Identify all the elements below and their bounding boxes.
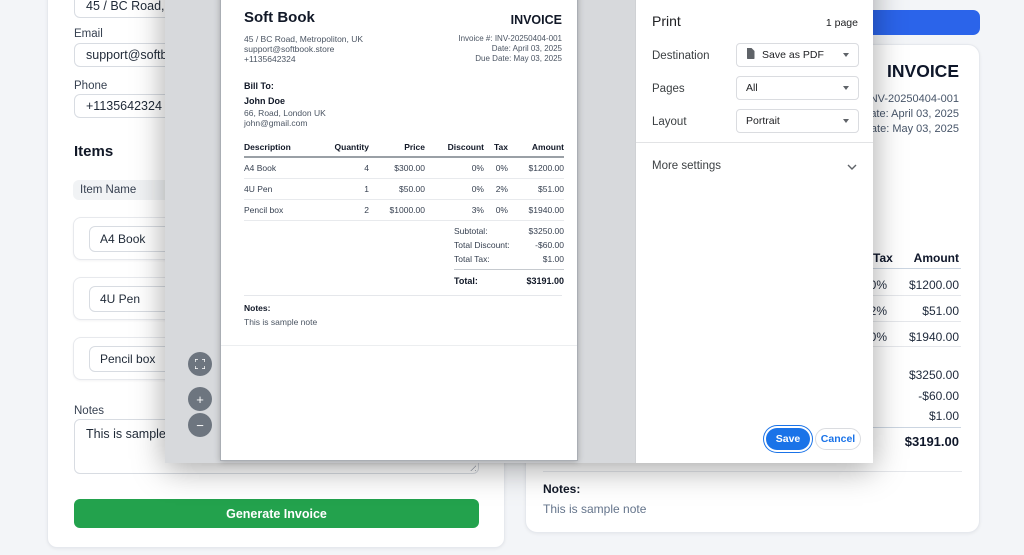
amount-column-header: Amount	[913, 251, 959, 265]
pages-value: All	[746, 82, 758, 94]
row-amount-value: $1200.00	[908, 278, 959, 292]
notes-label: Notes:	[543, 482, 581, 496]
print-settings-pane: Print 1 page Destination Save as PDF Pag…	[635, 0, 873, 463]
discount-row: Total Discount: -$60.00	[454, 240, 564, 250]
items-heading: Items	[74, 143, 114, 160]
table-row: A4 Book 4 $300.00 0% 0% $1200.00	[244, 157, 564, 179]
invoice-number: INV-20250404-001	[866, 93, 959, 105]
destination-value: Save as PDF	[762, 49, 824, 61]
resize-handle-icon[interactable]	[467, 462, 476, 471]
col-description: Description	[244, 139, 334, 158]
table-header-row: Description Quantity Price Discount Tax …	[244, 139, 564, 158]
pages-dropdown[interactable]: All	[736, 76, 859, 100]
col-quantity: Quantity	[334, 139, 369, 158]
cancel-button[interactable]: Cancel	[815, 428, 861, 450]
col-amount: Amount	[508, 139, 564, 158]
company-address: 45 / BC Road, Metropoliton, UK	[244, 34, 364, 44]
save-button[interactable]: Save	[766, 428, 810, 450]
zoom-out-button[interactable]: −	[188, 413, 212, 437]
table-row: 4U Pen 1 $50.00 0% 2% $51.00	[244, 178, 564, 200]
bill-to-label: Bill To:	[244, 81, 274, 91]
invoice-due-date: Date: May 03, 2025	[862, 123, 959, 135]
row-tax-value: 0%	[869, 278, 887, 292]
dropdown-caret-icon	[843, 119, 849, 123]
invoice-title: INVOICE	[887, 61, 959, 81]
destination-dropdown[interactable]: Save as PDF	[736, 43, 859, 67]
total-row: Total: $3191.00	[454, 269, 564, 286]
bill-to-name: John Doe	[244, 96, 286, 106]
layout-label: Layout	[652, 116, 687, 128]
tax-column-header: Tax	[873, 251, 893, 265]
email-label: Email	[74, 28, 103, 40]
invoice-title: INVOICE	[510, 13, 562, 27]
col-price: Price	[369, 139, 425, 158]
expand-icon	[194, 357, 206, 372]
row-tax-value: 0%	[869, 330, 887, 344]
item-name-header-label: Item Name	[80, 184, 137, 196]
notes-label: Notes	[74, 405, 105, 417]
layout-value: Portrait	[746, 115, 780, 127]
invoice-preview-page: Soft Book 45 / BC Road, Metropoliton, UK…	[220, 0, 578, 461]
plus-icon: +	[196, 391, 204, 407]
col-discount: Discount	[425, 139, 484, 158]
company-phone: +1135642324	[244, 54, 296, 64]
table-row: Pencil box 2 $1000.00 3% 0% $1940.00	[244, 199, 564, 221]
bill-to-email: john@gmail.com	[244, 118, 308, 128]
invoice-due-date: Due Date: May 03, 2025	[475, 54, 562, 63]
totals-block: Subtotal: $3250.00 Total Discount: -$60.…	[454, 224, 564, 286]
print-dialog-title: Print	[652, 13, 681, 29]
minus-icon: −	[196, 417, 204, 433]
tax-total-value: $1.00	[928, 409, 959, 423]
destination-label: Destination	[652, 50, 710, 62]
chevron-down-icon	[847, 164, 857, 170]
grand-total-value: $3191.00	[904, 434, 959, 449]
tax-row: Total Tax: $1.00	[454, 254, 564, 264]
row-amount-value: $51.00	[922, 304, 959, 318]
phone-label: Phone	[74, 80, 108, 92]
company-email: support@softbook.store	[244, 44, 335, 54]
subtotal-row: Subtotal: $3250.00	[454, 226, 564, 236]
notes-label: Notes:	[244, 303, 271, 313]
discount-value: -$60.00	[918, 389, 959, 403]
invoice-number: Invoice #: INV-20250404-001	[458, 34, 562, 43]
invoice-date: Date: April 03, 2025	[862, 108, 959, 120]
pdf-file-icon	[746, 48, 755, 62]
company-name: Soft Book	[244, 9, 315, 26]
more-settings-toggle[interactable]: More settings	[636, 154, 873, 178]
layout-dropdown[interactable]: Portrait	[736, 109, 859, 133]
pages-label: Pages	[652, 83, 685, 95]
row-tax-value: 2%	[869, 304, 887, 318]
generate-invoice-button[interactable]: Generate Invoice	[74, 499, 479, 528]
zoom-in-button[interactable]: +	[188, 387, 212, 411]
dropdown-caret-icon	[843, 53, 849, 57]
more-settings-label: More settings	[652, 160, 722, 172]
expand-button[interactable]	[188, 352, 212, 376]
row-amount-value: $1940.00	[908, 330, 959, 344]
notes-text: This is sample note	[543, 502, 647, 516]
col-tax: Tax	[484, 139, 508, 158]
invoice-date: Date: April 03, 2025	[491, 44, 562, 53]
invoice-items-table: Description Quantity Price Discount Tax …	[244, 139, 564, 221]
page-count: 1 page	[825, 17, 858, 29]
notes-text: This is sample note	[244, 317, 318, 327]
print-preview-pane: Soft Book 45 / BC Road, Metropoliton, UK…	[165, 0, 635, 463]
subtotal-value: $3250.00	[908, 368, 959, 382]
bill-to-address: 66, Road, London UK	[244, 108, 326, 118]
dropdown-caret-icon	[843, 86, 849, 90]
print-dialog: Soft Book 45 / BC Road, Metropoliton, UK…	[165, 0, 873, 463]
